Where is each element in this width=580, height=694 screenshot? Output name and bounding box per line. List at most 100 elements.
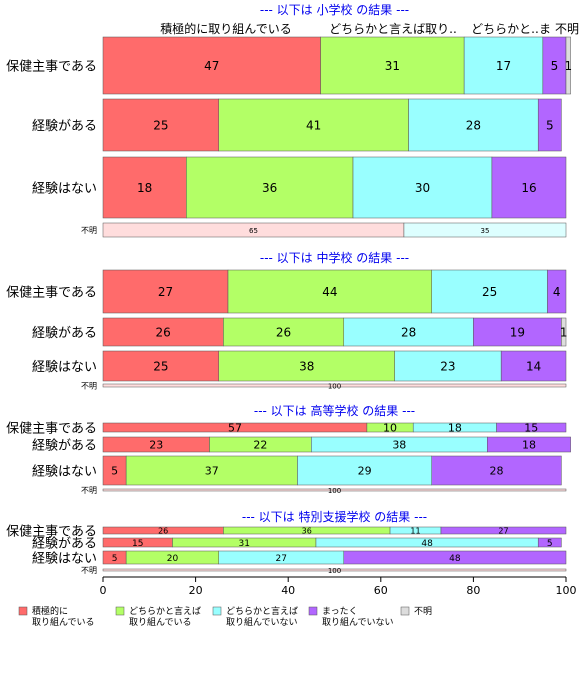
data-label: 15 [524, 422, 538, 435]
data-label: 4 [553, 285, 561, 299]
row-label: 経験はない [32, 181, 97, 196]
data-label: 25 [153, 119, 168, 133]
bar-row: 経験はない 5 20 27 48 [32, 550, 567, 566]
section-1: --- 以下は 中学校 の結果 --- 保健主事である 27 44 25 4 経験がある 26… [6, 250, 567, 391]
bar-segment [431, 455, 562, 486]
bar-segment [102, 350, 219, 382]
data-label: 27 [158, 285, 173, 299]
data-label: 44 [322, 285, 337, 299]
data-label: 100 [328, 383, 341, 391]
data-label: 36 [302, 527, 312, 536]
data-label: 28 [401, 326, 416, 340]
data-label: 26 [156, 326, 171, 340]
bar-row: 経験はない 18 36 30 16 [32, 156, 567, 219]
legend-swatch [115, 606, 125, 616]
legend-item: どちらかと言えば取り組んでいない [212, 605, 298, 628]
data-label: 25 [153, 360, 168, 374]
bar-segment [125, 455, 298, 486]
data-label: 5 [112, 554, 118, 564]
legend-label: 積極的に取り組んでいる [32, 605, 95, 628]
legend-label: 不明 [414, 606, 432, 617]
bar-segment [547, 269, 567, 314]
data-label: 18 [522, 439, 536, 452]
x-axis: 0 20 40 60 80 100 [100, 576, 577, 597]
bar-row: 不明 100 [81, 486, 567, 495]
data-label: 38 [299, 360, 314, 374]
data-label: 100 [328, 487, 341, 495]
row-label: 保健主事である [6, 421, 97, 436]
row-label: 経験がある [32, 438, 97, 453]
bar-segment [102, 317, 224, 347]
row-label: 経験がある [32, 119, 97, 134]
section-title: --- 以下は 中学校 の結果 --- [260, 250, 409, 265]
column-header: どちらかと言えば取り.. [329, 22, 457, 36]
row-label: 経験はない [32, 551, 97, 566]
data-label: 31 [385, 59, 400, 73]
bar-segment [491, 156, 567, 219]
data-label: 20 [167, 554, 179, 564]
data-label: 15 [132, 539, 143, 549]
data-label: 35 [481, 227, 490, 235]
row-label: 不明 [81, 566, 97, 575]
data-label: 27 [498, 527, 508, 536]
data-label: 18 [137, 181, 152, 195]
bar-segment [440, 526, 567, 535]
legend-label: どちらかと言えば取り組んでいない [226, 605, 298, 628]
row-label: 不明 [81, 382, 97, 391]
data-label: 26 [158, 527, 168, 536]
bar-segment [352, 156, 493, 219]
data-label: 1 [560, 326, 568, 340]
row-label: 保健主事である [6, 59, 97, 74]
legend-item: どちらかと言えば取り組んでいる [115, 605, 201, 628]
bar-segment [463, 36, 544, 95]
data-label: 28 [466, 119, 481, 133]
bar-segment [102, 98, 219, 152]
row-label: 経験はない [32, 464, 97, 479]
legend-item: 積極的に取り組んでいる [18, 605, 95, 628]
section-title: --- 以下は 小学校 の結果 --- [260, 2, 409, 17]
tick-label: 80 [466, 584, 480, 597]
bar-segment [227, 269, 432, 314]
data-label: 19 [510, 326, 525, 340]
bar-segment [297, 455, 432, 486]
data-label: 28 [490, 465, 504, 478]
legend: 積極的に取り組んでいる どちらかと言えば取り組んでいる どちらかと言えば取り組んでい… [18, 605, 432, 628]
data-label: 14 [526, 360, 541, 374]
bar-segment [561, 317, 567, 347]
data-label: 23 [149, 439, 163, 452]
tick-label: 100 [556, 584, 577, 597]
chart-sections: 積極的に取り組んでいる どちらかと言えば取り.. どちらかと.. ま不明 --- 以下は… [6, 2, 579, 575]
row-label: 不明 [81, 226, 97, 235]
tick-label: 60 [374, 584, 388, 597]
legend-swatch [212, 606, 222, 616]
data-label: 10 [383, 422, 397, 435]
bar-segment [102, 36, 321, 95]
bar-segment [102, 568, 567, 572]
row-label: 保健主事である [6, 524, 97, 539]
data-label: 48 [421, 539, 433, 549]
data-label: 65 [249, 227, 258, 235]
legend-swatch [308, 606, 318, 616]
bar-segment [408, 98, 539, 152]
bar-segment [218, 350, 395, 382]
data-label: 16 [521, 181, 536, 195]
row-label: 保健主事である [6, 285, 97, 300]
section-2: --- 以下は 高等学校 の結果 ---保健主事である 57 10 18 15経験がある… [6, 403, 571, 495]
bar-segment [102, 488, 567, 492]
data-label: 38 [392, 439, 406, 452]
data-label: 41 [306, 119, 321, 133]
bar-row: 保健主事である 27 44 25 4 [6, 269, 567, 314]
column-header: ま [539, 22, 551, 36]
bar-segment [186, 156, 354, 219]
data-label: 25 [482, 285, 497, 299]
data-label: 1 [564, 59, 572, 73]
data-label: 57 [228, 422, 242, 435]
bar-row: 保健主事である 57 10 18 15 [6, 421, 567, 436]
data-label: 17 [496, 59, 511, 73]
data-label: 5 [546, 119, 554, 133]
column-header: どちらかと.. [471, 22, 539, 36]
bar-row: 経験がある 26 26 28 19 1 [32, 317, 568, 347]
tick-label: 40 [281, 584, 295, 597]
